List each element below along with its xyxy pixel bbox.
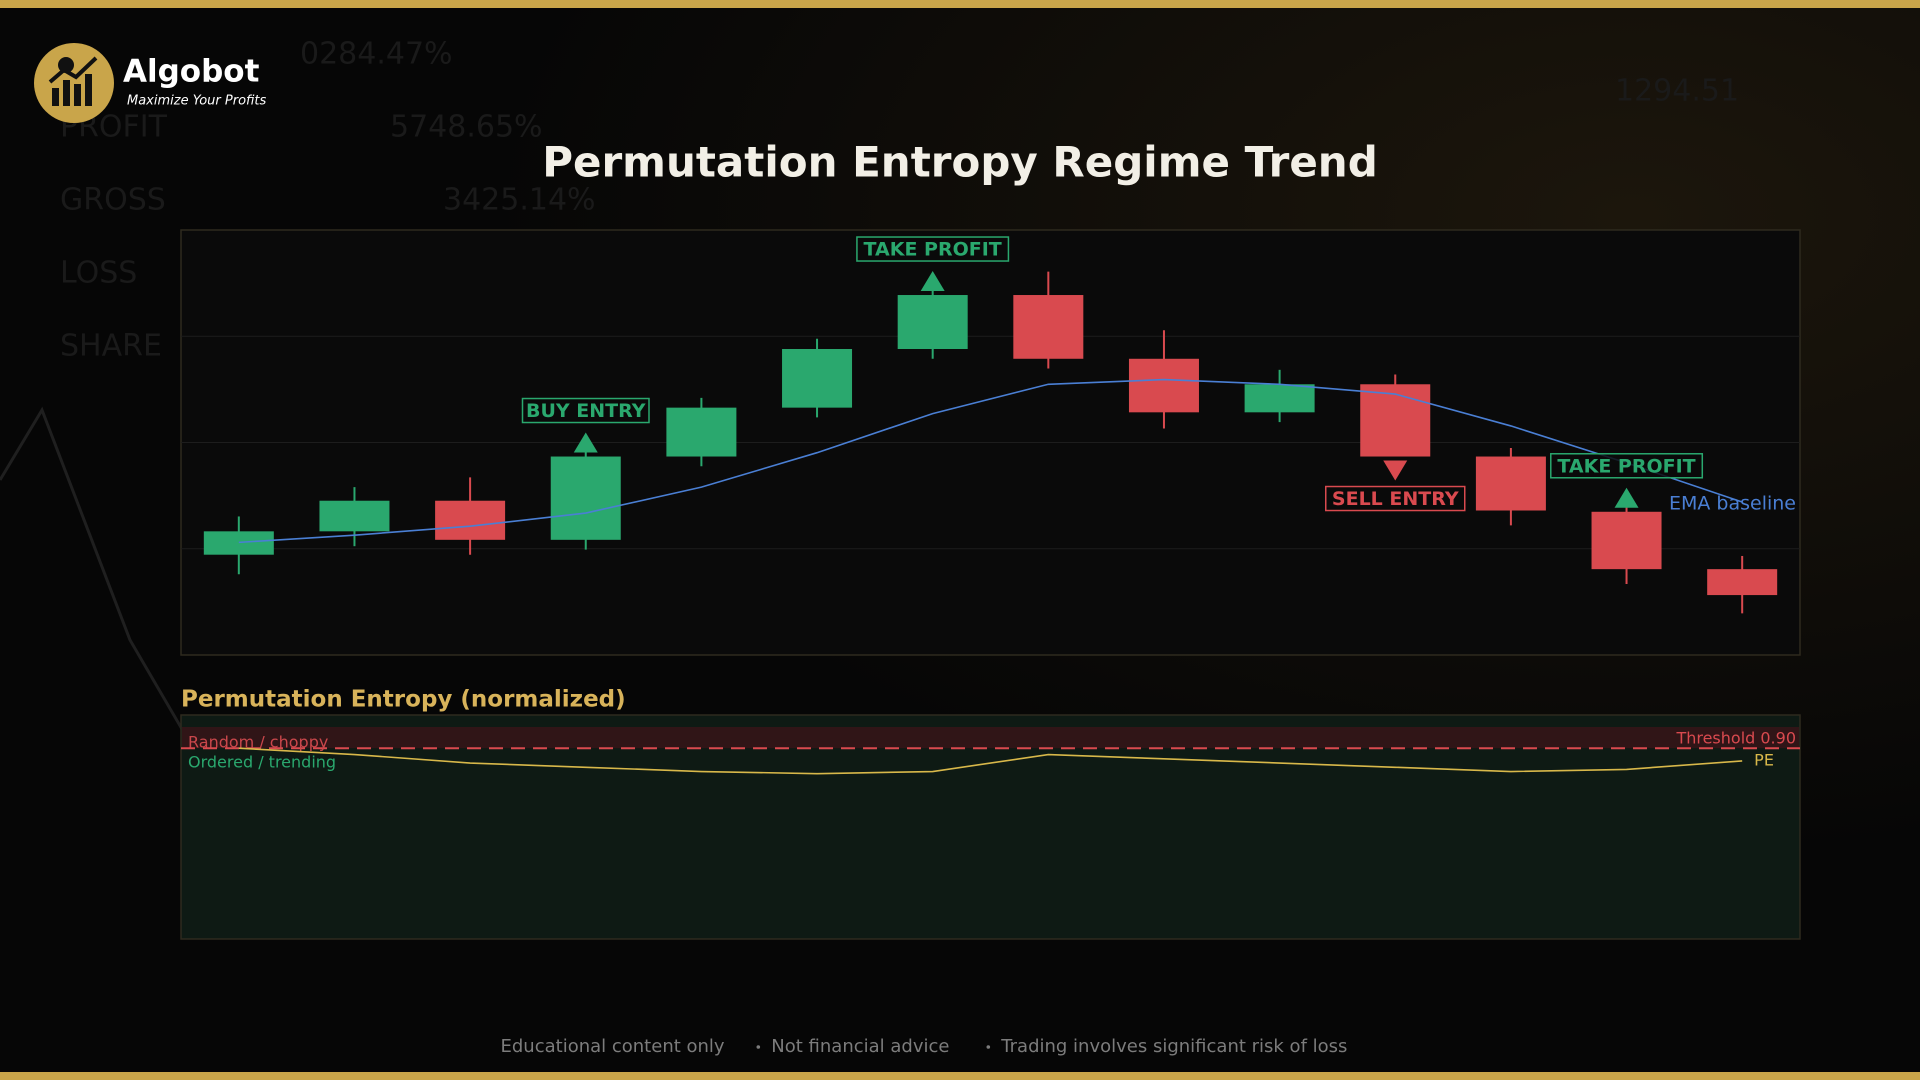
background-text: SHARE xyxy=(60,329,162,364)
signal-arrow xyxy=(1614,487,1639,508)
footer-separator xyxy=(986,1045,991,1049)
background-texts: 0284.47%PROFIT 5748.65%GROSS 3425.14%LOSSS… xyxy=(60,37,1739,364)
signal-label: TAKE PROFIT xyxy=(864,239,1002,261)
signal-box xyxy=(1325,485,1466,512)
background-text: 1294.51 xyxy=(1615,74,1739,109)
choppy-zone xyxy=(182,727,1799,749)
candle-body xyxy=(1591,511,1662,570)
pe-line xyxy=(238,747,1743,775)
logo-icon xyxy=(63,80,70,106)
candle-body xyxy=(550,456,621,540)
background-text: GROSS xyxy=(60,183,166,218)
background-text: 0284.47% xyxy=(300,37,453,72)
signal-arrow xyxy=(1383,460,1408,481)
candle-body xyxy=(1360,384,1431,457)
logo-badge xyxy=(34,43,114,123)
footer: Educational content only Not financial ad… xyxy=(501,1036,1348,1057)
background-text: LOSS xyxy=(60,256,137,291)
signal-arrow xyxy=(920,271,945,292)
background-text: 5748.65% xyxy=(390,110,543,145)
candle-body xyxy=(1013,295,1084,359)
logo-icon xyxy=(85,74,92,106)
pe-panel xyxy=(180,714,1801,940)
candle-body xyxy=(435,500,506,540)
footer-text: Not financial advice xyxy=(771,1036,949,1057)
candle-body xyxy=(897,295,968,349)
candle-body xyxy=(1244,384,1315,413)
panel-title: Permutation Entropy (normalized) xyxy=(181,687,626,713)
ema-line xyxy=(238,378,1743,544)
logo-icon xyxy=(58,57,74,73)
series-label: PE xyxy=(1754,750,1774,769)
brand-name: Algobot xyxy=(123,54,260,90)
chart-title: Permutation Entropy Regime Trend xyxy=(542,138,1378,187)
signal-label: TAKE PROFIT xyxy=(1557,455,1695,477)
signal-label: SELL ENTRY xyxy=(1332,488,1459,510)
top-bar xyxy=(0,0,1920,8)
bottom-bar xyxy=(0,1072,1920,1080)
series-label: EMA baseline xyxy=(1669,493,1796,515)
candle-body xyxy=(782,349,853,408)
candle-body xyxy=(1707,569,1778,596)
signal-box xyxy=(521,397,650,424)
logo-icon xyxy=(74,84,81,106)
signal-box xyxy=(1550,453,1704,479)
footer-text: Educational content only xyxy=(501,1036,725,1057)
logo: Algobot Maximize Your Profits xyxy=(34,43,267,123)
main-plot: EMA baseline BUY ENTRY TAKE PROFIT SELL ENT… xyxy=(181,236,1800,614)
logo-icon xyxy=(48,56,98,84)
background-decoration xyxy=(0,406,202,761)
candle-body xyxy=(1475,456,1546,511)
footer-separator xyxy=(756,1045,761,1049)
candle-body xyxy=(319,500,390,532)
brand-tagline: Maximize Your Profits xyxy=(127,94,267,109)
zone-label: Ordered / trending xyxy=(188,753,336,772)
footer-text: Trading involves significant risk of los… xyxy=(1000,1036,1347,1057)
zone-label: Random / choppy xyxy=(188,733,328,752)
signal-label: BUY ENTRY xyxy=(526,400,646,422)
candle-body xyxy=(203,531,274,555)
threshold-label: Threshold 0.90 xyxy=(1675,729,1796,748)
candle-body xyxy=(666,407,737,457)
signal-box xyxy=(856,236,1010,262)
background-text: 3425.14% xyxy=(443,183,596,218)
logo-icon xyxy=(52,88,59,106)
signal-arrow xyxy=(573,432,598,453)
candle-body xyxy=(1128,358,1199,413)
